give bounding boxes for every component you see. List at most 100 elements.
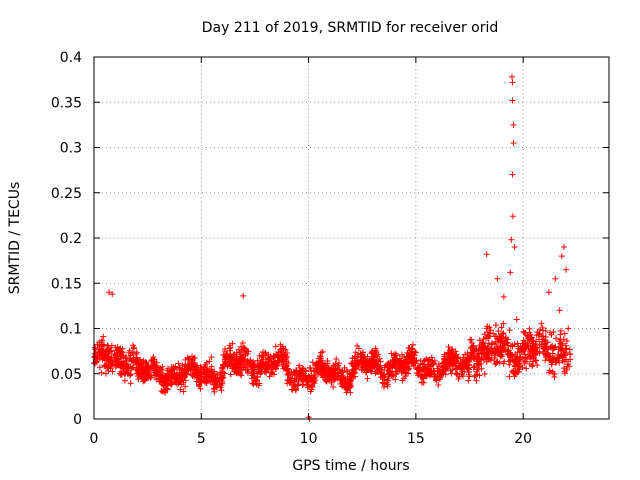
data-point <box>127 372 134 379</box>
y-tick-label: 0.15 <box>51 276 82 292</box>
data-point <box>227 371 234 378</box>
data-point <box>153 367 160 374</box>
x-tick-label: 0 <box>90 431 99 447</box>
data-point <box>466 366 473 373</box>
data-point <box>167 380 174 387</box>
data-point <box>566 346 573 353</box>
data-point <box>453 370 460 377</box>
data-point <box>334 362 341 369</box>
data-point <box>134 358 141 365</box>
data-point <box>421 364 428 371</box>
y-tick-label: 0.05 <box>51 367 82 383</box>
x-tick-label: 10 <box>300 431 318 447</box>
data-point <box>445 349 452 356</box>
data-point <box>173 373 180 380</box>
data-point <box>449 358 456 365</box>
data-point <box>376 355 383 362</box>
data-point <box>286 369 293 376</box>
data-point <box>546 367 553 374</box>
data-point <box>106 289 113 296</box>
data-point <box>197 385 204 392</box>
data-point <box>511 357 518 364</box>
data-point <box>424 357 431 364</box>
data-point <box>406 344 413 351</box>
data-point <box>464 365 471 372</box>
data-point <box>513 354 520 361</box>
data-point <box>349 355 356 362</box>
x-tick-label: 20 <box>514 431 532 447</box>
data-point <box>492 361 499 368</box>
data-point <box>225 362 232 369</box>
data-point <box>315 365 322 372</box>
data-point <box>100 353 107 360</box>
data-point <box>283 354 290 361</box>
data-point <box>266 373 273 380</box>
data-point <box>534 328 541 335</box>
data-point <box>509 353 516 360</box>
x-axis-title: GPS time / hours <box>292 458 409 474</box>
data-point <box>556 307 563 314</box>
data-point <box>473 356 480 363</box>
data-point <box>182 383 189 390</box>
chart-title: Day 211 of 2019, SRMTID for receiver ori… <box>202 20 499 36</box>
data-point <box>175 379 182 386</box>
data-point <box>106 348 113 355</box>
data-point <box>117 371 124 378</box>
data-point <box>272 343 279 350</box>
data-point <box>323 378 330 385</box>
data-point <box>509 171 516 178</box>
data-point <box>229 355 236 362</box>
data-point <box>239 347 246 354</box>
data-point <box>161 387 168 394</box>
data-point <box>231 366 238 373</box>
data-point <box>556 359 563 366</box>
data-point <box>545 289 552 296</box>
data-point <box>471 363 478 370</box>
data-point <box>314 361 321 368</box>
data-point <box>480 338 487 345</box>
data-point <box>279 343 286 350</box>
data-point <box>392 352 399 359</box>
data-point <box>447 367 454 374</box>
data-point <box>185 366 192 373</box>
data-point <box>561 370 568 377</box>
data-point <box>98 339 105 346</box>
data-point <box>150 362 157 369</box>
data-point <box>153 376 160 383</box>
data-point <box>134 370 141 377</box>
data-point <box>230 351 237 358</box>
data-point <box>476 355 483 362</box>
data-point <box>265 356 272 363</box>
data-point <box>295 378 302 385</box>
data-point <box>116 370 123 377</box>
data-point <box>299 381 306 388</box>
data-point <box>546 353 553 360</box>
data-point <box>565 325 572 332</box>
data-point <box>219 374 226 381</box>
data-point <box>221 348 228 355</box>
data-point <box>497 342 504 349</box>
data-point <box>274 359 281 366</box>
x-tick-label: 15 <box>407 431 425 447</box>
data-point <box>474 351 481 358</box>
data-point <box>418 372 425 379</box>
data-point <box>206 358 213 365</box>
data-point <box>532 344 539 351</box>
data-point <box>498 324 505 331</box>
data-point <box>193 374 200 381</box>
data-point <box>379 379 386 386</box>
data-point <box>404 366 411 373</box>
data-point <box>378 369 385 376</box>
data-point <box>135 369 142 376</box>
data-point <box>332 366 339 373</box>
data-point <box>514 340 521 347</box>
data-point <box>228 359 235 366</box>
data-point <box>473 346 480 353</box>
data-point <box>381 371 388 378</box>
data-point <box>291 369 298 376</box>
data-point <box>456 362 463 369</box>
data-point <box>189 353 196 360</box>
data-point <box>311 372 318 379</box>
data-point <box>354 342 361 349</box>
